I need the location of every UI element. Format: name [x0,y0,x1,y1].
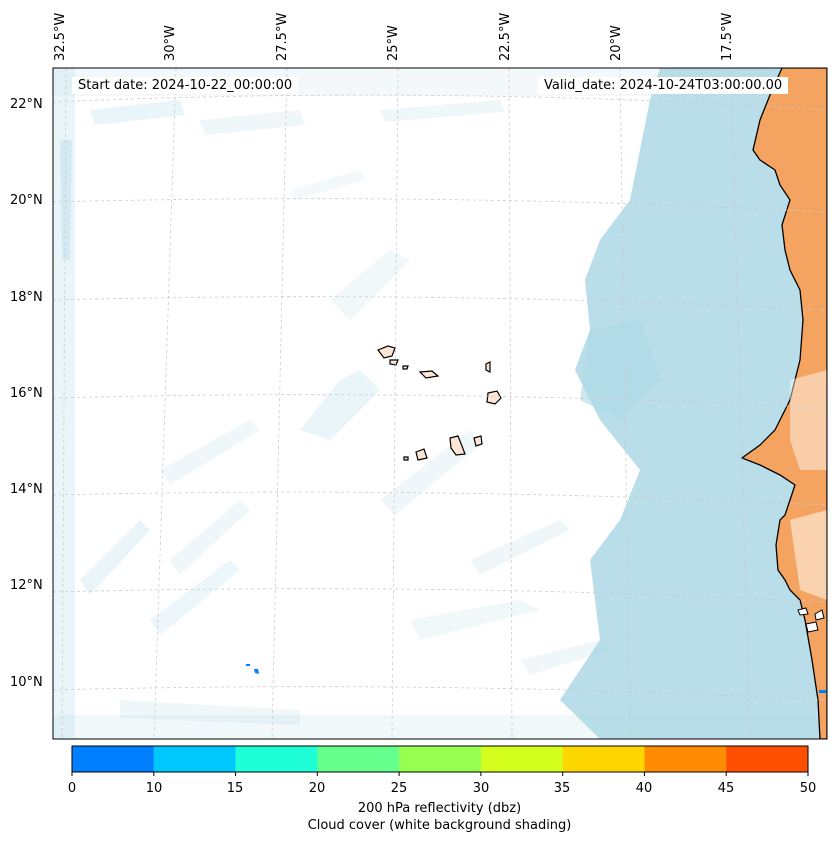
colorbar-segment [480,746,564,772]
cloud-over-land [790,370,827,470]
colorbar-segment [153,746,237,772]
colorbar-tick-label: 45 [717,781,735,796]
colorbar-segment [562,746,645,772]
colorbar-tick-label: 15 [226,781,244,796]
lat-label: 10°N [10,675,43,690]
lat-label: 22°N [10,97,43,112]
colorbar-tick-label: 35 [553,781,571,796]
colorbar-segment [726,746,809,772]
colorbar-segment [317,746,400,772]
colorbar-segment [399,746,482,772]
cape-verde-islands [377,345,502,461]
lon-label: 22.5°W [498,12,513,61]
lon-label: 20°W [609,25,624,61]
colorbar-subtitle: Cloud cover (white background shading) [307,818,572,833]
lat-label: 12°N [10,578,43,593]
map-area [53,68,827,739]
colorbar-tick-label: 30 [472,781,490,796]
lon-label: 27.5°W [275,12,290,61]
lon-label: 30°W [163,25,178,61]
graticule [53,68,827,739]
colorbar-border [71,745,809,773]
cloud-cover-shading [53,68,827,739]
cloud-over-land [790,510,827,600]
colorbar-tick-label: 20 [308,781,326,796]
start-date-label: Start date: 2024-10-22_00:00:00 [72,77,299,94]
colorbar-segment [235,746,318,772]
lat-label: 16°N [10,386,43,401]
colorbar-tick-label: 40 [635,781,653,796]
lon-label: 32.5°W [53,12,68,61]
reflectivity-cells [246,664,827,693]
colorbar-tick-label: 0 [67,781,77,796]
colorbar-tick-label: 50 [799,781,817,796]
lon-label: 25°W [386,25,401,61]
lat-label: 20°N [10,193,43,208]
colorbar-tick-label: 10 [145,781,163,796]
colorbar-title: 200 hPa reflectivity (dbz) [357,801,522,816]
colorbar-tick-label: 25 [390,781,408,796]
colorbar-segment [72,746,155,772]
lat-label: 18°N [10,290,43,305]
bissagos-islands [797,607,825,633]
lon-label: 17.5°W [720,12,735,61]
map-border [52,67,828,740]
colorbar [71,745,809,776]
colorbar-segment [644,746,727,772]
valid-date-label: Valid_date: 2024-10-24T03:00:00.00 [538,77,789,94]
lat-label: 14°N [10,482,43,497]
